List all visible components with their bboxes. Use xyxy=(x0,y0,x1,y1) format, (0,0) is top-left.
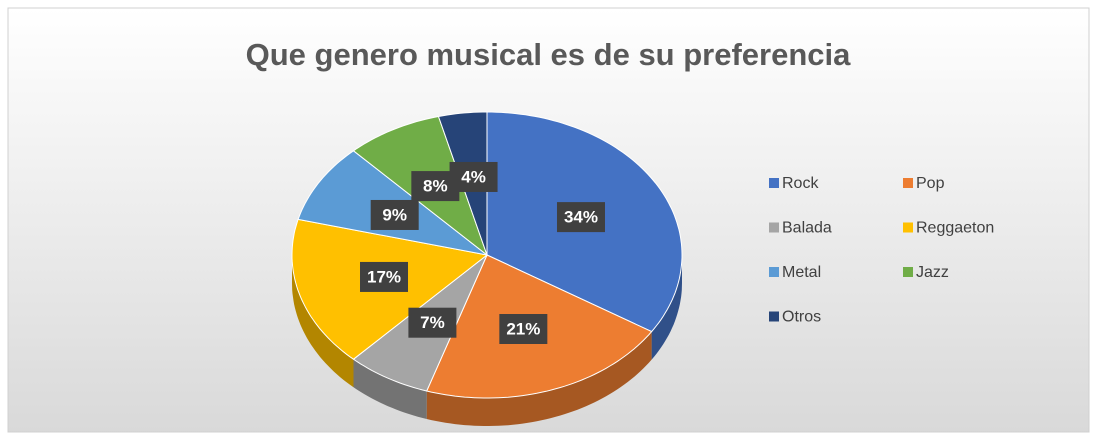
legend-swatch xyxy=(769,222,779,233)
legend: Rock Pop Balada Reggaeton Metal Jazz Otros xyxy=(769,175,994,326)
data-label: 17% xyxy=(367,267,401,286)
legend-swatch xyxy=(903,178,913,188)
slice-side xyxy=(426,331,652,426)
data-label: 21% xyxy=(506,319,540,338)
data-label: 7% xyxy=(420,313,445,332)
legend-swatch xyxy=(769,267,779,277)
label-box xyxy=(499,314,548,345)
legend-label: Reggaeton xyxy=(916,220,994,237)
legend-label: Jazz xyxy=(916,264,949,281)
legend-label: Metal xyxy=(782,264,821,281)
label-box xyxy=(408,307,457,338)
label-box xyxy=(370,199,419,230)
pie-tops xyxy=(291,111,683,399)
legend-label: Otros xyxy=(782,309,821,326)
slice-side xyxy=(353,359,427,419)
legend-label: Pop xyxy=(916,175,945,192)
data-label: 4% xyxy=(461,167,486,186)
legend-swatch xyxy=(903,267,913,277)
pie-sides xyxy=(292,255,682,426)
legend-label: Balada xyxy=(782,220,832,237)
legend-label: Rock xyxy=(782,175,819,192)
data-labels: 34% 21% 7% 17% 9% 8% 4% xyxy=(360,161,605,345)
data-label: 9% xyxy=(382,205,407,224)
data-label: 8% xyxy=(423,177,448,196)
chart-title: Que genero musical es de su preferencia xyxy=(246,37,852,72)
legend-swatch xyxy=(903,222,913,233)
label-box xyxy=(449,161,498,192)
slice-side xyxy=(651,255,682,360)
label-box xyxy=(556,202,605,233)
legend-swatch xyxy=(769,178,779,188)
legend-swatch xyxy=(769,311,779,322)
data-label: 34% xyxy=(564,208,598,227)
slice-side xyxy=(292,255,354,388)
label-box xyxy=(360,261,409,292)
